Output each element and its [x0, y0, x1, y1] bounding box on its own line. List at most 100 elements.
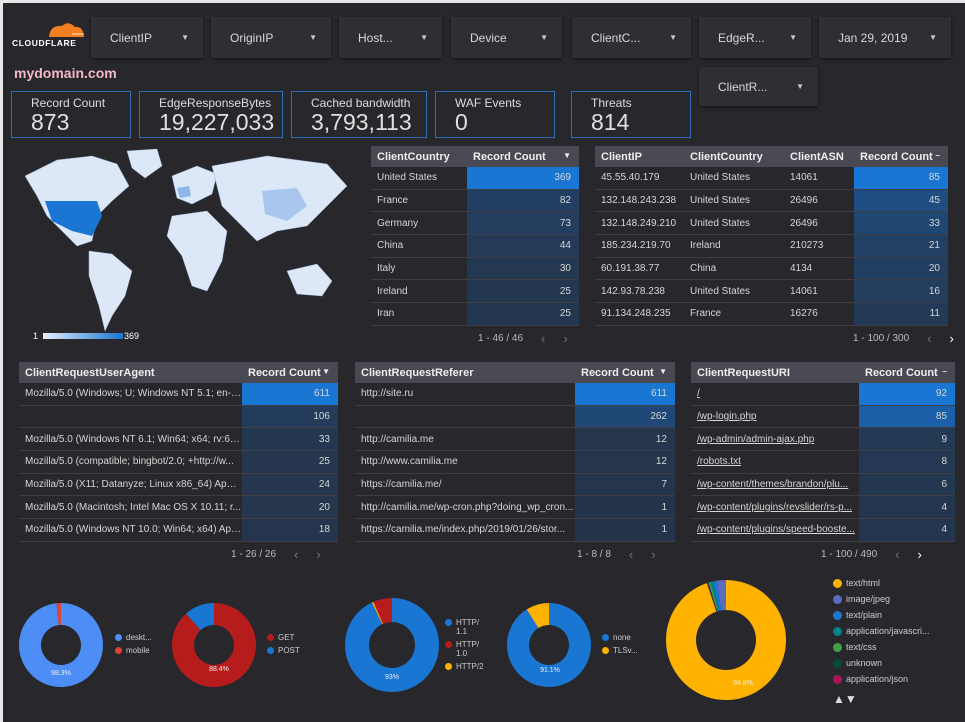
column-header[interactable]: ClientRequestURI	[697, 366, 790, 379]
table-row[interactable]: 132.148.249.210 United States 26496 33	[595, 212, 948, 236]
table-row[interactable]: http://camilia.me/wp-cron.php?doing_wp_c…	[355, 496, 675, 520]
table-row[interactable]: /wp-content/plugins/revslider/rs-p... 4	[691, 496, 955, 520]
table-row[interactable]: 142.93.78.238 United States 14061 16	[595, 280, 948, 304]
table-row[interactable]: http://camilia.me 12	[355, 428, 675, 452]
filter-clientrequest[interactable]: ClientR... ▼	[699, 67, 818, 106]
legend-item[interactable]: POST	[267, 646, 317, 655]
legend-item[interactable]: application/javascri...	[833, 626, 943, 636]
table-row[interactable]: Mozilla/5.0 (compatible; bingbot/2.0; +h…	[19, 451, 338, 474]
table-row[interactable]: Mozilla/5.0 (Windows; U; Windows NT 5.1;…	[19, 383, 338, 406]
column-header-record-count[interactable]: Record Count ▼	[581, 366, 667, 379]
table-row[interactable]: China 44	[371, 235, 579, 258]
uri-link[interactable]: /wp-content/plugins/revslider/rs-p...	[697, 501, 853, 513]
donut-slice[interactable]	[712, 580, 722, 611]
legend-item[interactable]: deskt...	[115, 633, 165, 642]
donut-slice[interactable]	[186, 603, 214, 631]
prev-page-button[interactable]: ‹	[895, 547, 900, 562]
donut-slice[interactable]	[706, 582, 717, 612]
uri-link[interactable]: /wp-admin/admin-ajax.php	[697, 433, 815, 445]
uri-link[interactable]: /wp-login.php	[697, 411, 757, 423]
table-row[interactable]: Iran 25	[371, 303, 579, 326]
table-row[interactable]: Mozilla/5.0 (X11; Datanyze; Linux x86_64…	[19, 473, 338, 497]
filter-edgeresponse[interactable]: EdgeR... ▼	[699, 17, 811, 58]
column-header-record-count[interactable]: Record Count –	[865, 366, 947, 379]
table-row[interactable]: 45.55.40.179 United States 14061 85	[595, 167, 948, 190]
sort-icon[interactable]: ▼	[322, 366, 330, 376]
table-row[interactable]: Italy 30	[371, 257, 579, 281]
uri-link[interactable]: /robots.txt	[697, 456, 741, 468]
sort-icon[interactable]: –	[942, 366, 947, 376]
world-map[interactable]: 1 369	[17, 146, 352, 341]
legend-item[interactable]: text/html	[833, 578, 943, 588]
donut-slice[interactable]	[665, 580, 786, 700]
donut-slice[interactable]	[507, 603, 591, 687]
donut-slice[interactable]	[710, 581, 720, 612]
legend-item[interactable]: none	[602, 633, 652, 642]
legend-item[interactable]: application/json	[833, 674, 943, 684]
legend-item[interactable]: text/plain	[833, 610, 943, 620]
donut-slice[interactable]	[526, 603, 549, 629]
next-page-button[interactable]: ›	[917, 547, 922, 562]
donut-slice[interactable]	[56, 603, 61, 626]
column-header[interactable]: ClientRequestUserAgent	[25, 366, 155, 379]
prev-page-button[interactable]: ‹	[294, 547, 299, 562]
column-header[interactable]: ClientCountry	[377, 150, 450, 163]
sort-icon[interactable]: ▼	[563, 150, 571, 160]
table-row[interactable]: Mozilla/5.0 (Windows NT 10.0; Win64; x64…	[19, 519, 338, 542]
table-row[interactable]: Mozilla/5.0 (Windows NT 6.1; Win64; x64;…	[19, 428, 338, 452]
uri-link[interactable]: /	[697, 388, 700, 400]
table-row[interactable]: /wp-content/themes/brandon/plu... 6	[691, 473, 955, 497]
date-range-picker[interactable]: Jan 29, 2019 ▼	[819, 17, 951, 58]
donut-slice[interactable]	[708, 582, 719, 612]
filter-clientcountry[interactable]: ClientC... ▼	[572, 17, 691, 58]
next-page-button[interactable]: ›	[651, 547, 656, 562]
uri-link[interactable]: /wp-content/plugins/speed-booste...	[697, 524, 855, 536]
legend-item[interactable]: unknown	[833, 658, 943, 668]
filter-device[interactable]: Device ▼	[451, 17, 562, 58]
table-row[interactable]: 132.148.243.238 United States 26496 45	[595, 189, 948, 213]
sort-icon[interactable]: ▼	[659, 366, 667, 376]
column-header[interactable]: ClientIP	[601, 150, 642, 163]
column-header[interactable]: ClientRequestReferer	[361, 366, 474, 379]
next-page-button[interactable]: ›	[949, 331, 954, 346]
donut-slice[interactable]	[373, 598, 392, 624]
legend-scroll-arrows[interactable]: ▲▼	[833, 692, 857, 706]
column-header[interactable]: ClientCountry	[690, 150, 763, 163]
table-row[interactable]: /robots.txt 8	[691, 451, 955, 474]
prev-page-button[interactable]: ‹	[927, 331, 932, 346]
table-row[interactable]: https://camilia.me/index.php/2019/01/26/…	[355, 519, 675, 542]
table-row[interactable]: http://www.camilia.me 12	[355, 451, 675, 474]
column-header-record-count[interactable]: Record Count ▼	[248, 366, 330, 379]
table-row[interactable]: / 92	[691, 383, 955, 406]
table-row[interactable]: /wp-login.php 85	[691, 405, 955, 429]
table-row[interactable]: Germany 73	[371, 212, 579, 236]
filter-originip[interactable]: OriginIP ▼	[211, 17, 331, 58]
table-row[interactable]: Ireland 25	[371, 280, 579, 304]
legend-item[interactable]: GET	[267, 633, 317, 642]
donut-slice[interactable]	[716, 580, 726, 611]
filter-host[interactable]: Host... ▼	[339, 17, 442, 58]
next-page-button[interactable]: ›	[316, 547, 321, 562]
legend-item[interactable]: mobile	[115, 646, 165, 655]
legend-item[interactable]: HTTP/2	[445, 662, 484, 671]
legend-item[interactable]: HTTP/ 1.1	[445, 618, 479, 636]
table-row[interactable]: https://camilia.me/7	[355, 473, 675, 497]
legend-item[interactable]: TLSv...	[602, 646, 652, 655]
table-row[interactable]: 262	[355, 405, 675, 429]
legend-item[interactable]: image/jpeg	[833, 594, 943, 604]
table-row[interactable]: 185.234.219.70 Ireland 210273 21	[595, 235, 948, 258]
prev-page-button[interactable]: ‹	[628, 547, 634, 562]
sort-icon[interactable]: –	[935, 150, 940, 160]
table-row[interactable]: Mozilla/5.0 (Macintosh; Intel Mac OS X 1…	[19, 496, 338, 520]
next-page-button[interactable]: ›	[563, 331, 568, 346]
uri-link[interactable]: /wp-content/themes/brandon/plu...	[697, 479, 849, 491]
table-row[interactable]: /wp-admin/admin-ajax.php 9	[691, 428, 955, 452]
table-row[interactable]: http://site.ru 611	[355, 383, 675, 406]
table-row[interactable]: United States 369	[371, 167, 579, 190]
column-header[interactable]: ClientASN	[790, 150, 844, 163]
donut-slice[interactable]	[171, 603, 256, 687]
donut-slice[interactable]	[371, 601, 383, 625]
table-row[interactable]: 91.134.248.235 France 16276 11	[595, 303, 948, 326]
column-header-record-count[interactable]: Record Count –	[860, 150, 940, 163]
table-row[interactable]: /wp-content/plugins/speed-booste... 4	[691, 519, 955, 542]
